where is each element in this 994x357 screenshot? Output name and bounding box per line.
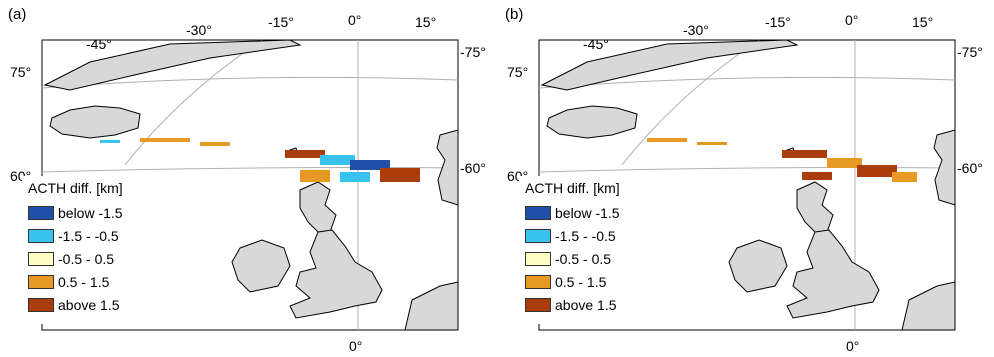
legend-label: 0.5 - 1.5 [58,274,110,290]
cloud-patch [200,142,230,146]
lon-tick: -15° [268,14,294,30]
lat-tick: -60° [460,160,486,176]
cloud-patch [892,172,917,182]
cloud-patch [285,150,325,158]
legend-title: ACTH diff. [km] [28,180,123,196]
legend-swatch [28,206,54,220]
lon-tick: 0° [348,12,362,28]
legend-swatch [525,275,551,289]
lon-tick: 0° [846,338,860,354]
cloud-pixels [647,138,917,182]
map-panel-a: (a) -45° -30° -15° 0° 15° 75° 60° -75° -… [8,6,486,354]
cloud-patch [140,138,190,142]
cloud-pixels [100,138,420,182]
lon-tick: 15° [415,14,437,30]
cloud-patch [802,172,832,180]
legend-item: -1.5 - -0.5 [525,227,616,245]
lat-tick: 75° [507,64,529,80]
legend-swatch [28,252,54,266]
norway [933,129,956,206]
legend-label: above 1.5 [58,297,120,313]
legend-label: 0.5 - 1.5 [555,274,607,290]
lon-tick: -45° [583,36,609,52]
continent [404,281,459,331]
lon-tick: -30° [683,22,709,38]
legend-swatch [28,275,54,289]
lat-tick: -75° [957,44,983,60]
great-britain [786,229,880,319]
legend-swatch [525,252,551,266]
legend-item: 0.5 - 1.5 [525,273,606,291]
land [540,39,956,331]
ireland [728,239,788,293]
legend-title: ACTH diff. [km] [525,180,620,196]
legend-swatch [28,229,54,243]
lon-tick: 0° [349,338,363,354]
cloud-patch [827,158,862,168]
map-b [538,39,956,331]
legend-label: -1.5 - -0.5 [555,228,616,244]
lon-tick: 0° [845,12,859,28]
lat-tick: 75° [10,64,32,80]
legend-label: below -1.5 [555,205,620,221]
scotland [796,181,834,233]
legend: ACTH diff. [km] below -1.5 -1.5 - -0.5 -… [519,176,689,324]
lon-tick: -30° [186,22,212,38]
scotland [299,181,337,233]
cloud-patch [340,172,370,182]
legend-item: above 1.5 [28,296,120,314]
cloud-patch [320,155,355,165]
legend-swatch [525,229,551,243]
legend-item: -1.5 - -0.5 [28,227,119,245]
iceland [546,105,638,139]
legend-item: -0.5 - 0.5 [28,250,114,268]
lon-tick: -45° [86,36,112,52]
continent [901,281,956,331]
panel-tag: (b) [505,6,524,23]
greenland [540,39,799,91]
legend-item: -0.5 - 0.5 [525,250,611,268]
iceland [49,105,141,139]
great-britain [289,229,383,319]
legend-label: above 1.5 [555,297,617,313]
panel-tag: (a) [8,6,27,23]
lon-tick: 15° [912,14,934,30]
legend-label: below -1.5 [58,205,123,221]
lat-tick: -75° [460,44,486,60]
lat-tick: -60° [957,160,983,176]
map-panel-b: (b) -45° -30° -15° 0° 15° 75° 60° -75° -… [497,0,994,357]
legend-swatch [525,298,551,312]
norway [436,129,459,206]
legend-item: 0.5 - 1.5 [28,273,109,291]
legend: ACTH diff. [km] below -1.5 -1.5 - -0.5 -… [22,176,192,324]
cloud-patch [100,140,120,143]
legend-item: below -1.5 [28,204,123,222]
legend-label: -0.5 - 0.5 [58,251,115,267]
cloud-patch [647,138,687,142]
cloud-patch [857,165,897,177]
cloud-patch [300,170,330,182]
cloud-patch [697,142,727,145]
legend-swatch [28,298,54,312]
cloud-patch [350,160,390,170]
legend-item: above 1.5 [525,296,617,314]
legend-label: -0.5 - 0.5 [555,251,612,267]
cloud-patch [782,150,827,158]
legend-swatch [525,206,551,220]
legend-item: below -1.5 [525,204,620,222]
cloud-patch [380,168,420,182]
legend-label: -1.5 - -0.5 [58,228,119,244]
ireland [231,239,291,293]
map-a [41,39,459,331]
greenland [43,39,302,91]
lon-tick: -15° [765,14,791,30]
